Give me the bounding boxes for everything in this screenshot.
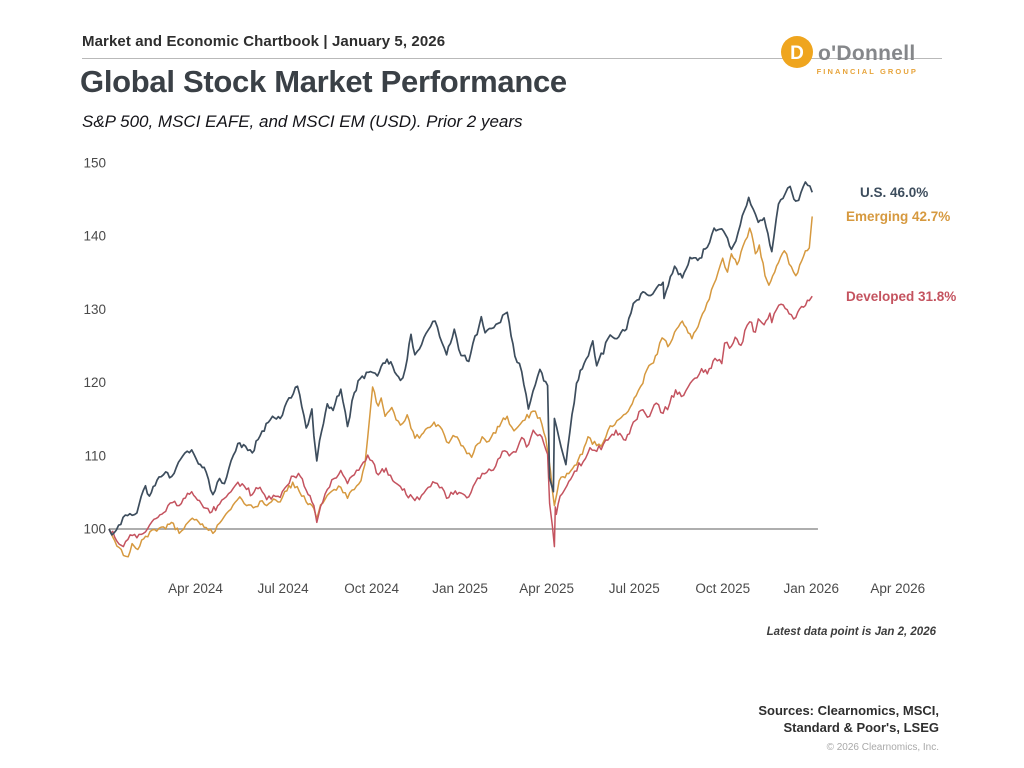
x-tick-label: Apr 2025	[519, 581, 574, 596]
y-tick-label: 110	[84, 448, 106, 463]
y-tick-label: 120	[83, 375, 106, 390]
sources-line-1: Sources: Clearnomics, MSCI,	[758, 703, 939, 718]
y-tick-label: 100	[83, 522, 106, 537]
sources-line-2: Standard & Poor's, LSEG	[783, 720, 939, 735]
legend-emerging: Emerging 42.7%	[846, 208, 951, 224]
page-title: Global Stock Market Performance	[80, 64, 567, 99]
logo-monogram-icon: D	[790, 43, 804, 64]
y-tick-label: 140	[83, 229, 106, 244]
series-line-developed	[108, 295, 813, 548]
latest-data-footnote: Latest data point is Jan 2, 2026	[766, 626, 936, 638]
header-divider	[82, 58, 942, 59]
page-subtitle: S&P 500, MSCI EAFE, and MSCI EM (USD). P…	[82, 112, 523, 131]
y-tick-label: 130	[83, 302, 106, 317]
x-tick-label: Jan 2025	[432, 581, 488, 596]
y-tick-label: 150	[83, 156, 106, 171]
series-line-emerging	[108, 216, 813, 558]
x-tick-label: Oct 2024	[344, 581, 399, 596]
copyright: © 2026 Clearnomics, Inc.	[826, 742, 939, 753]
legend-developed: Developed 31.8%	[846, 288, 957, 304]
logo-circle-icon	[781, 36, 813, 68]
x-tick-label: Apr 2024	[168, 581, 223, 596]
odonnell-logo: D o'Donnell FINANCIAL GROUP	[781, 36, 918, 76]
sources-block: Sources: Clearnomics, MSCI, Standard & P…	[758, 702, 939, 756]
report-header: Market and Economic Chartbook | January …	[82, 33, 446, 50]
x-tick-label: Jan 2026	[783, 581, 839, 596]
logo-name: o'Donnell	[818, 42, 916, 65]
x-tick-label: Jul 2025	[609, 581, 660, 596]
x-tick-label: Jul 2024	[258, 581, 310, 596]
x-tick-label: Oct 2025	[695, 581, 750, 596]
series-line-us	[108, 181, 813, 536]
x-tick-label: Apr 2026	[870, 581, 925, 596]
logo-tagline: FINANCIAL GROUP	[817, 67, 918, 76]
legend-us: U.S. 46.0%	[860, 184, 929, 200]
